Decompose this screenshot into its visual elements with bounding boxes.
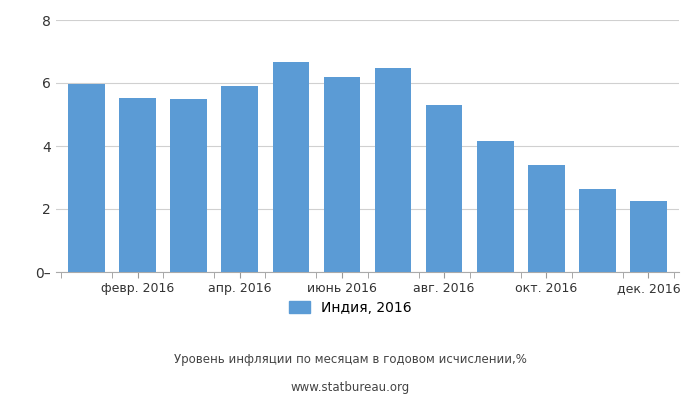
Bar: [170, 99, 207, 272]
Text: www.statbureau.org: www.statbureau.org: [290, 382, 410, 394]
Bar: [221, 86, 258, 272]
Bar: [272, 62, 309, 272]
Bar: [119, 98, 156, 272]
Bar: [630, 202, 666, 272]
Legend: Индия, 2016: Индия, 2016: [284, 296, 416, 320]
Bar: [477, 141, 514, 272]
Bar: [374, 68, 412, 272]
Text: Уровень инфляции по месяцам в годовом исчислении,%: Уровень инфляции по месяцам в годовом ис…: [174, 354, 526, 366]
Bar: [579, 190, 616, 272]
Bar: [69, 84, 105, 272]
Bar: [323, 77, 360, 272]
Bar: [528, 165, 565, 272]
Bar: [426, 105, 463, 272]
